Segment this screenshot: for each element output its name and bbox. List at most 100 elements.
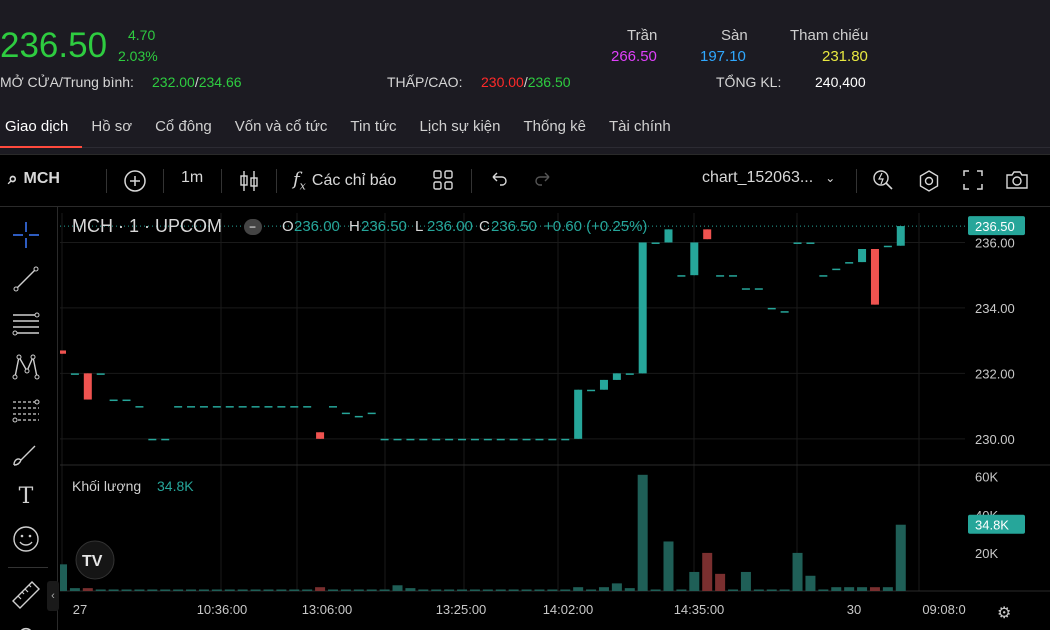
low-high-label: THẤP/CAO: xyxy=(387,74,463,90)
volume-bar xyxy=(624,588,635,591)
zoom-icon: ⊕ xyxy=(17,622,35,630)
tab-4[interactable]: Tin tức xyxy=(350,118,397,135)
candle-body xyxy=(690,242,699,276)
candle-body xyxy=(612,373,621,380)
redo-button[interactable] xyxy=(533,169,553,189)
brush-tool[interactable] xyxy=(10,439,42,471)
settings-button[interactable] xyxy=(917,169,941,193)
tab-2[interactable]: Cổ đông xyxy=(155,118,212,135)
volume-bar xyxy=(366,589,377,591)
chart-widget: ⌕ MCH 1m fx Các chỉ báo xyxy=(0,154,1050,630)
interval-button[interactable]: 1m xyxy=(181,169,204,186)
volume-bar xyxy=(469,589,480,591)
tab-0[interactable]: Giao dịch xyxy=(0,108,83,148)
candle-body xyxy=(509,438,518,441)
volume-bar xyxy=(521,589,532,591)
volume-bar xyxy=(353,589,364,591)
volume-bar xyxy=(792,552,803,591)
reference-label: Tham chiếu xyxy=(790,27,869,44)
indicators-button[interactable]: fx Các chỉ báo xyxy=(293,169,396,193)
candle-body xyxy=(212,406,221,408)
pattern-tool[interactable] xyxy=(10,351,42,383)
candle-body xyxy=(741,288,750,290)
x-tick-6: 30 xyxy=(847,602,861,617)
ohlc-label-1: H xyxy=(349,218,360,235)
fullscreen-button[interactable] xyxy=(962,169,984,191)
ohlc-value-1: 236.50 xyxy=(361,218,407,235)
crosshair-tool[interactable] xyxy=(10,219,42,251)
redo-icon xyxy=(535,172,550,186)
tab-1[interactable]: Hồ sơ xyxy=(91,118,133,135)
ohlc-label-0: O xyxy=(282,218,294,235)
volume-bar xyxy=(211,589,222,591)
ceiling-label: Trần xyxy=(627,27,658,44)
volume-bar xyxy=(237,589,248,591)
y-tick-2: 232.00 xyxy=(975,366,1015,381)
symbol-search[interactable]: ⌕ MCH xyxy=(8,169,60,189)
emoji-tool[interactable] xyxy=(10,523,42,555)
volume-bar xyxy=(431,589,442,591)
x-tick-0: 27 xyxy=(73,602,87,617)
candle-body xyxy=(638,242,647,374)
candle-body xyxy=(729,275,738,277)
volume-bar xyxy=(60,564,67,591)
layout-name-button[interactable]: chart_152063... ⌄ xyxy=(702,169,835,187)
volume-bar xyxy=(340,589,351,591)
reference-price: 231.80 xyxy=(822,48,868,65)
tab-3[interactable]: Vốn và cổ tức xyxy=(234,118,328,135)
candle-body xyxy=(290,406,299,408)
ceiling-price: 266.50 xyxy=(611,48,657,65)
undo-icon xyxy=(492,172,507,186)
forecast-tool[interactable] xyxy=(10,395,42,427)
legend-toggle-button xyxy=(244,219,262,235)
volume-bar xyxy=(160,589,171,591)
screenshot-button[interactable] xyxy=(1005,169,1029,191)
templates-button[interactable] xyxy=(432,169,454,191)
tab-5[interactable]: Lịch sự kiện xyxy=(419,118,501,135)
camera-icon xyxy=(1006,171,1028,189)
collapse-toolbar-button[interactable]: ‹ xyxy=(47,581,59,611)
minus-icon: − xyxy=(249,220,256,234)
candle-body xyxy=(380,438,389,441)
candle-body xyxy=(70,373,79,375)
tab-7[interactable]: Tài chính xyxy=(609,118,671,135)
volume-bar xyxy=(818,589,829,591)
ruler-tool[interactable] xyxy=(10,579,42,611)
zoom-tool[interactable]: ⊕ xyxy=(10,619,42,630)
volume-bar xyxy=(289,589,300,591)
ohlc-value-2: 236.00 xyxy=(427,218,473,235)
candle-body xyxy=(845,262,854,264)
candle-body xyxy=(135,406,144,408)
volume-bar xyxy=(869,587,880,591)
low-high-values: 230.00/236.50 xyxy=(481,74,571,90)
candle-body xyxy=(316,432,325,439)
undo-button[interactable] xyxy=(489,169,509,189)
volume-label: Khối lượng xyxy=(72,478,141,494)
brush-icon xyxy=(13,445,36,466)
fib-tool[interactable] xyxy=(10,307,42,339)
trendline-tool[interactable] xyxy=(10,263,42,295)
ohlc-value-0: 236.00 xyxy=(294,218,340,235)
text-tool[interactable]: T xyxy=(10,481,42,513)
volume-value: 34.8K xyxy=(157,478,194,494)
candle-body xyxy=(148,438,157,441)
candle-body xyxy=(548,438,557,441)
price-chart[interactable]: 236.00234.00232.00230.0060K40K20K236.503… xyxy=(60,207,1050,630)
chart-toolbar: ⌕ MCH 1m fx Các chỉ báo xyxy=(0,155,1050,207)
grid-icon xyxy=(433,170,453,190)
volume-bar xyxy=(895,524,906,591)
x-tick-7: 09:08:0 xyxy=(922,602,965,617)
candle-body xyxy=(354,415,363,418)
volume-bar xyxy=(779,589,790,591)
volume-bar xyxy=(586,589,597,591)
chart-type-button[interactable] xyxy=(238,169,260,193)
candle-body xyxy=(625,373,634,375)
axis-settings-icon: ⚙ xyxy=(997,605,1011,622)
quick-search-button[interactable] xyxy=(872,169,894,191)
last-volume-tag: 34.8K xyxy=(975,518,1009,533)
volume-bar xyxy=(740,571,751,591)
volume-bar xyxy=(457,589,468,591)
tab-6[interactable]: Thống kê xyxy=(523,118,587,135)
compare-button[interactable] xyxy=(123,169,147,193)
volume-bar xyxy=(728,589,739,591)
